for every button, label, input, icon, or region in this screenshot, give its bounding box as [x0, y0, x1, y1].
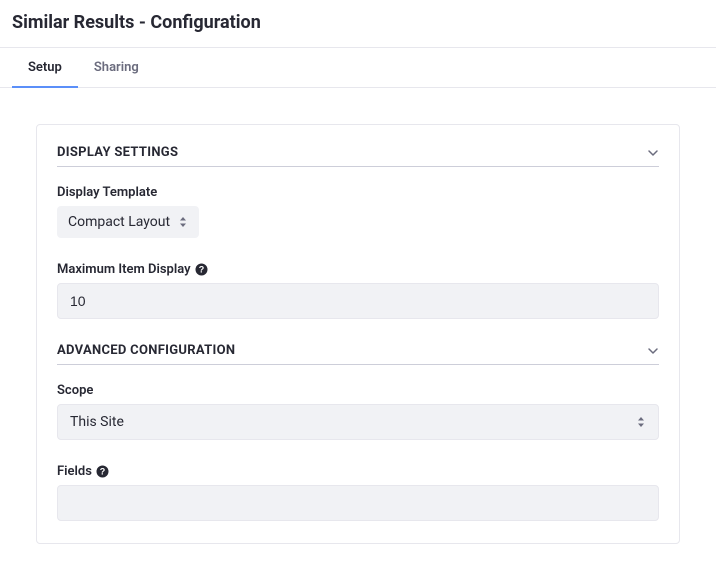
- section-header-advanced[interactable]: ADVANCED CONFIGURATION: [57, 343, 659, 365]
- page-title: Similar Results - Configuration: [0, 0, 716, 47]
- section-title-advanced: ADVANCED CONFIGURATION: [57, 343, 235, 358]
- select-scope-value: This Site: [70, 414, 124, 430]
- content: DISPLAY SETTINGS Display Template Compac…: [0, 88, 716, 580]
- config-panel: DISPLAY SETTINGS Display Template Compac…: [36, 124, 680, 544]
- field-scope: Scope This Site: [57, 383, 659, 440]
- tab-sharing[interactable]: Sharing: [78, 48, 155, 87]
- label-scope: Scope: [57, 383, 659, 398]
- field-fields: Fields ?: [57, 464, 659, 521]
- help-icon[interactable]: ?: [195, 263, 208, 276]
- chevron-down-icon: [647, 147, 659, 159]
- select-display-template-value: Compact Layout: [68, 214, 170, 230]
- field-display-template: Display Template Compact Layout: [57, 185, 659, 238]
- field-max-item-display: Maximum Item Display ?: [57, 262, 659, 319]
- label-fields: Fields ?: [57, 464, 659, 479]
- label-max-item-display: Maximum Item Display ?: [57, 262, 659, 277]
- select-display-template[interactable]: Compact Layout: [57, 206, 199, 238]
- input-fields[interactable]: [57, 485, 659, 521]
- section-header-display-settings[interactable]: DISPLAY SETTINGS: [57, 145, 659, 167]
- sort-icon: [178, 216, 188, 228]
- select-scope[interactable]: This Site: [57, 404, 659, 440]
- chevron-down-icon: [647, 345, 659, 357]
- tab-setup[interactable]: Setup: [12, 48, 78, 87]
- help-icon[interactable]: ?: [96, 465, 109, 478]
- svg-text:?: ?: [198, 265, 204, 275]
- label-display-template: Display Template: [57, 185, 659, 200]
- label-fields-text: Fields: [57, 464, 92, 479]
- tabs: Setup Sharing: [0, 47, 716, 88]
- input-max-item-display[interactable]: [57, 283, 659, 319]
- sort-icon: [636, 416, 646, 428]
- label-max-item-display-text: Maximum Item Display: [57, 262, 191, 277]
- svg-text:?: ?: [100, 467, 106, 477]
- section-title-display-settings: DISPLAY SETTINGS: [57, 145, 178, 160]
